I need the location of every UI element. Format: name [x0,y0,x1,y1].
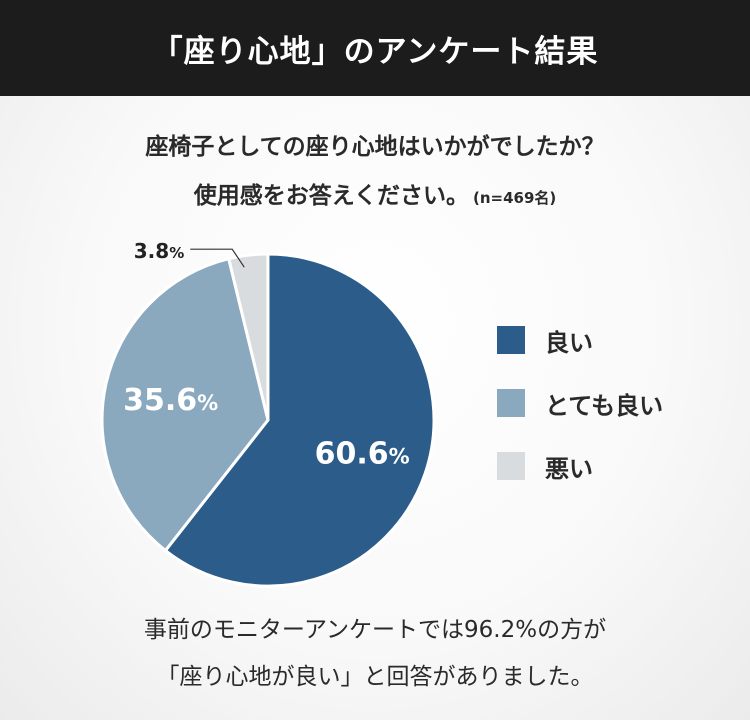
pie-leader-line-bad [190,248,245,268]
pie-label-bad-unit: % [169,244,184,262]
pie-label-very-good: 35.6% [123,383,218,418]
question-line-2-text: 使用感をお答えください。 [193,183,470,209]
legend-swatch-very-good [497,389,525,417]
legend-item-very-good: とても良い [497,385,663,421]
pie-label-good: 60.6% [315,437,410,472]
legend-swatch-bad [497,452,525,480]
legend: 良い とても良い 悪い [497,322,663,511]
footer-line-2: 「座り心地が良い」と回答がありました。 [156,664,594,690]
sample-size: (n=469名) [473,189,557,207]
pie-label-bad: 3.8% [134,239,184,263]
pie-label-very-good-unit: % [197,391,218,415]
question-line-1: 座椅子としての座り心地はいかがでしたか？ [145,134,605,160]
pie-slice-bad [227,252,270,422]
pie-label-good-value: 60.6 [315,437,389,472]
pie-slice-very-good [100,257,270,553]
legend-label-very-good: とても良い [545,391,664,420]
legend-swatch-good [497,326,525,354]
footer-line-1: 事前のモニターアンケートでは96.2%の方が [143,617,607,643]
legend-label-bad: 悪い [545,454,593,483]
legend-item-good: 良い [497,322,663,358]
legend-item-bad: 悪い [497,448,663,484]
pie-chart: 60.6%35.6%3.8% [100,239,436,588]
legend-label-good: 良い [545,328,593,357]
page-title: 「座り心地」のアンケート結果 [151,33,599,70]
pie-slice-good [163,252,436,588]
pie-label-good-unit: % [389,445,410,469]
title-banner: 「座り心地」のアンケート結果 [0,0,750,96]
pie-label-very-good-value: 35.6 [123,383,197,418]
pie-label-bad-value: 3.8 [134,239,169,263]
question-line-2: 使用感をお答えください。 (n=469名) [0,176,750,210]
